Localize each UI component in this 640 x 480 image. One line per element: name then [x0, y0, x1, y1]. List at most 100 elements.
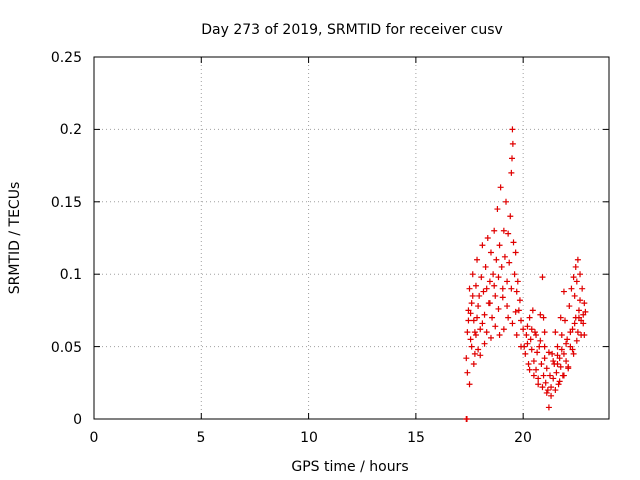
data-point: [569, 346, 576, 353]
data-point: [520, 326, 527, 333]
data-point: [533, 366, 540, 373]
data-point: [471, 329, 478, 336]
x-tick-label: 15: [407, 430, 425, 446]
data-point: [491, 227, 498, 234]
data-point: [574, 329, 581, 336]
data-point: [545, 349, 552, 356]
data-point: [468, 343, 475, 350]
data-point: [521, 343, 528, 350]
data-point: [524, 340, 531, 347]
data-point: [474, 256, 481, 263]
data-point: [575, 314, 582, 321]
data-point: [479, 242, 486, 249]
plot-frame: [93, 56, 610, 420]
y-tick-label: 0.05: [51, 340, 82, 356]
data-point: [554, 343, 561, 350]
data-point: [508, 285, 515, 292]
data-point: [478, 274, 485, 281]
data-point: [508, 169, 515, 176]
data-point: [490, 271, 497, 278]
data-point: [553, 369, 560, 376]
data-point: [480, 288, 487, 295]
data-point: [526, 366, 533, 373]
data-point: [535, 375, 542, 382]
data-point: [483, 285, 490, 292]
data-point: [479, 320, 486, 327]
data-point: [497, 184, 504, 191]
data-point: [513, 288, 520, 295]
data-point: [476, 292, 483, 299]
data-point: [467, 310, 474, 317]
data-point: [463, 416, 470, 422]
data-point: [545, 404, 552, 411]
data-point: [536, 343, 543, 350]
data-point: [493, 256, 500, 263]
data-point: [494, 206, 501, 213]
data-point: [537, 337, 544, 344]
data-point: [528, 326, 535, 333]
data-point: [512, 249, 519, 256]
data-point: [530, 358, 537, 365]
data-point: [548, 384, 555, 391]
data-point: [524, 323, 531, 330]
data-point: [467, 336, 474, 343]
data-point: [465, 317, 472, 324]
grid-lines: [94, 57, 609, 419]
data-point: [564, 336, 571, 343]
data-point: [542, 379, 549, 386]
data-point: [481, 311, 488, 318]
data-point: [538, 360, 545, 367]
data-point: [472, 282, 479, 289]
data-point: [563, 340, 570, 347]
data-point: [470, 317, 477, 324]
data-point: [492, 323, 499, 330]
y-tick-label: 0.1: [60, 267, 82, 283]
data-point: [489, 314, 496, 321]
data-point: [509, 140, 516, 147]
data-point: [562, 317, 569, 324]
data-point: [504, 278, 511, 285]
x-axis-label: GPS time / hours: [291, 459, 408, 475]
data-point: [579, 285, 586, 292]
data-point: [491, 282, 498, 289]
data-point: [537, 311, 544, 318]
data-point: [563, 358, 570, 365]
data-point: [500, 326, 507, 333]
data-point: [566, 303, 573, 310]
data-point: [501, 253, 508, 260]
data-point: [572, 263, 579, 270]
data-point: [533, 332, 540, 339]
data-point: [541, 355, 548, 362]
data-point: [577, 297, 584, 304]
data-point: [498, 263, 505, 270]
data-point: [541, 343, 548, 350]
data-point: [546, 372, 553, 379]
data-point: [466, 285, 473, 292]
data-point: [509, 155, 516, 162]
data-point: [495, 274, 502, 281]
data-points: [463, 126, 589, 422]
data-point: [577, 271, 584, 278]
data-point: [557, 314, 564, 321]
data-point: [525, 360, 532, 367]
data-point: [496, 332, 503, 339]
data-point: [505, 314, 512, 321]
data-point: [470, 360, 477, 367]
data-point: [554, 352, 561, 359]
data-point: [496, 242, 503, 249]
data-point: [580, 320, 587, 327]
data-point: [548, 392, 555, 399]
data-point: [468, 300, 475, 307]
data-point: [500, 227, 507, 234]
x-tick-label: 20: [514, 430, 532, 446]
data-point: [529, 307, 536, 314]
y-tick-label: 0.15: [51, 195, 82, 211]
data-point: [544, 387, 551, 394]
data-point: [541, 329, 548, 336]
data-point: [463, 355, 470, 362]
data-point: [575, 307, 582, 314]
data-point: [464, 369, 471, 376]
x-tick-label: 0: [90, 430, 99, 446]
data-point: [567, 329, 574, 336]
